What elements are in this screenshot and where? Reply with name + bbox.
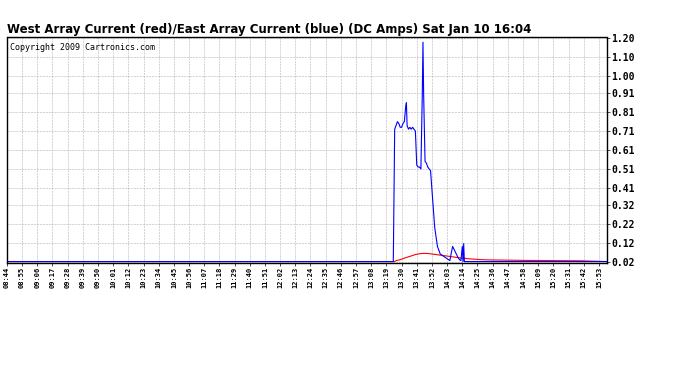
Text: Copyright 2009 Cartronics.com: Copyright 2009 Cartronics.com — [10, 43, 155, 52]
Text: West Array Current (red)/East Array Current (blue) (DC Amps) Sat Jan 10 16:04: West Array Current (red)/East Array Curr… — [7, 23, 531, 36]
